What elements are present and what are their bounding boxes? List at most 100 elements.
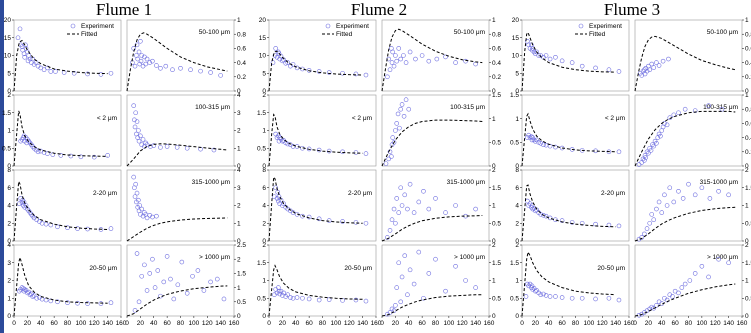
experiment-point bbox=[666, 56, 671, 62]
experiment-point bbox=[21, 199, 27, 205]
experiment-series bbox=[17, 285, 114, 306]
x-tick-label: 80 bbox=[432, 320, 440, 327]
experiment-point bbox=[649, 212, 655, 217]
experiment-point bbox=[686, 181, 691, 187]
experiment-point bbox=[144, 56, 150, 62]
flume-group-2: Flume 205101520ExperimentFitted00.511.52… bbox=[257, 0, 501, 327]
experiment-point bbox=[144, 215, 150, 221]
x-tick-label: 40 bbox=[292, 320, 300, 327]
y-tick-label: 0.2 bbox=[492, 74, 501, 81]
experiment-point bbox=[526, 132, 531, 138]
y-tick-label: 5 bbox=[262, 70, 266, 77]
panel-frame bbox=[126, 19, 235, 92]
experiment-point bbox=[699, 185, 705, 191]
legend-fitted-label: Fitted bbox=[81, 31, 98, 38]
experiment-point bbox=[340, 70, 345, 76]
x-tick-label: 100 bbox=[443, 320, 454, 327]
experiment-point bbox=[651, 217, 657, 222]
experiment-point bbox=[131, 103, 136, 108]
panel-label: 50-100 μm bbox=[707, 29, 738, 36]
experiment-point bbox=[53, 69, 58, 74]
panel-frame bbox=[13, 169, 122, 242]
experiment-point bbox=[150, 58, 155, 64]
experiment-point bbox=[385, 235, 390, 240]
experiment-point bbox=[569, 60, 575, 65]
panel-label: > 1000 μm bbox=[707, 254, 738, 261]
fitted-line bbox=[634, 206, 736, 242]
experiment-point bbox=[616, 297, 622, 303]
experiment-point bbox=[398, 56, 404, 62]
y-tick-label: 0 bbox=[492, 163, 496, 170]
x-tick-label: 140 bbox=[470, 320, 481, 327]
experiment-point bbox=[163, 63, 169, 69]
panel-label: 2-20 μm bbox=[93, 190, 117, 197]
x-tick-label: 60 bbox=[164, 320, 172, 327]
experiment-point bbox=[523, 294, 529, 299]
experiment-point bbox=[316, 297, 322, 303]
y-tick-label: 0.5 bbox=[492, 220, 501, 227]
experiment-point bbox=[68, 153, 74, 159]
experiment-point bbox=[706, 274, 711, 280]
experiment-point bbox=[108, 70, 114, 76]
experiment-point bbox=[398, 106, 404, 112]
experiment-point bbox=[553, 294, 558, 299]
experiment-series bbox=[525, 198, 622, 229]
y-tick-label: 5 bbox=[7, 70, 11, 77]
x-tick-label: 20 bbox=[279, 320, 287, 327]
experiment-point bbox=[569, 295, 575, 301]
experiment-point bbox=[285, 60, 291, 65]
x-tick-label: 100 bbox=[188, 320, 199, 327]
y-tick-label: 0 bbox=[515, 88, 519, 95]
flume-group-3: Flume 305101520ExperimentFitted00.511.5<… bbox=[510, 0, 751, 327]
panel-label: 20-50 μm bbox=[344, 265, 372, 272]
y-tick-label: 1 bbox=[492, 116, 496, 123]
y-tick-label: 4 bbox=[7, 203, 11, 210]
y-tick-label: 0.4 bbox=[745, 135, 751, 142]
y-tick-label: 0.8 bbox=[237, 31, 246, 38]
experiment-point bbox=[190, 273, 195, 279]
experiment-point bbox=[651, 65, 657, 70]
x-tick-label: 60 bbox=[672, 320, 680, 327]
experiment-point bbox=[98, 72, 104, 77]
panel-left-2: 0 0.5 1 1.5 < 2 μm bbox=[510, 92, 630, 170]
experiment-point bbox=[140, 137, 146, 142]
experiment-point bbox=[280, 58, 285, 64]
experiment-point bbox=[547, 56, 553, 62]
panel-left-3: 0 2 4 6 8 2-20 μm bbox=[262, 167, 377, 245]
y-tick-label: 0 bbox=[492, 313, 496, 320]
experiment-point bbox=[529, 134, 534, 139]
experiment-point bbox=[658, 133, 663, 139]
y-tick-label: 15 bbox=[4, 35, 12, 42]
experiment-point bbox=[131, 174, 136, 180]
y-tick-label: 0 bbox=[515, 163, 519, 170]
experiment-point bbox=[699, 263, 705, 269]
experiment-point bbox=[654, 140, 659, 146]
y-tick-label: 1.5 bbox=[2, 110, 11, 117]
x-tick-label: 80 bbox=[685, 320, 693, 327]
experiment-point bbox=[132, 124, 138, 130]
experiment-point bbox=[421, 295, 426, 301]
y-tick-label: 1.5 bbox=[237, 271, 246, 278]
experiment-point bbox=[473, 206, 478, 212]
experiment-point bbox=[195, 268, 201, 273]
panel-label: > 1000 μm bbox=[199, 254, 230, 261]
x-tick-label: 120 bbox=[344, 320, 355, 327]
y-tick-label: 5 bbox=[515, 70, 519, 77]
fitted-line bbox=[381, 294, 483, 317]
fitted-line bbox=[13, 255, 108, 317]
experiment-point bbox=[105, 153, 110, 158]
x-tick-label: 140 bbox=[723, 320, 734, 327]
y-tick-label: 1 bbox=[745, 203, 749, 210]
experiment-point bbox=[214, 276, 220, 282]
experiment-point bbox=[78, 154, 84, 160]
experiment-point bbox=[719, 106, 725, 112]
experiment-point bbox=[273, 46, 278, 51]
experiment-point bbox=[707, 196, 713, 201]
panel-label: 315-1000 μm bbox=[447, 179, 485, 186]
experiment-point bbox=[221, 296, 227, 302]
left-border-bar bbox=[0, 0, 4, 333]
panel-frame bbox=[634, 169, 743, 242]
y-tick-label: 0.8 bbox=[745, 31, 751, 38]
